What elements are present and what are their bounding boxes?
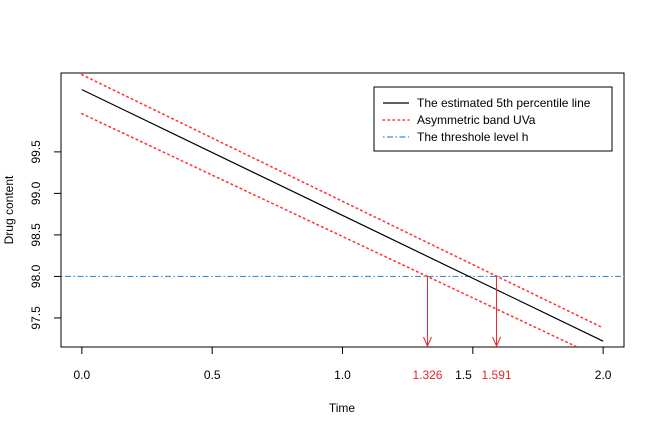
y-tick-label-4: 99.5 [29,140,43,164]
y-tick-label-3: 99.0 [29,181,43,205]
y-tick-label-1: 98.0 [29,264,43,288]
marker-arrowhead-1 [492,336,501,348]
x-tick-label-3: 1.5 [455,368,472,382]
legend-box [373,86,613,152]
marker-arrowhead-0 [423,336,432,348]
marker-layer: 1.326 1.591 [412,276,512,382]
y-tick-label-0: 97.5 [29,306,43,330]
series-line-0 [81,89,604,342]
x-tick-label-0: 0.0 [74,368,91,382]
x-tick-label-4: 2.0 [595,368,612,382]
legend: The estimated 5th percentile line Asymme… [373,86,613,152]
legend-label-estimated-line: The estimated 5th percentile line [417,96,591,110]
x-tick-label-2: 1.0 [334,368,351,382]
series-line-2 [81,112,578,347]
y-axis-label: Drug content [2,175,16,244]
x-axis-label: Time [329,401,356,415]
legend-label-threshold: The threshole level h [417,130,528,144]
marker-label-0: 1.326 [412,368,442,382]
y-tick-label-2: 98.5 [29,223,43,247]
series-layer [61,73,624,347]
marker-label-1: 1.591 [482,368,512,382]
axis-layer: 0.0 0.5 1.0 1.5 2.0 97.5 98.0 98.5 99.0 99.5 [29,140,612,382]
series-line-1 [81,73,604,329]
legend-label-band: Asymmetric band UVa [417,113,536,127]
x-tick-label-1: 0.5 [204,368,221,382]
